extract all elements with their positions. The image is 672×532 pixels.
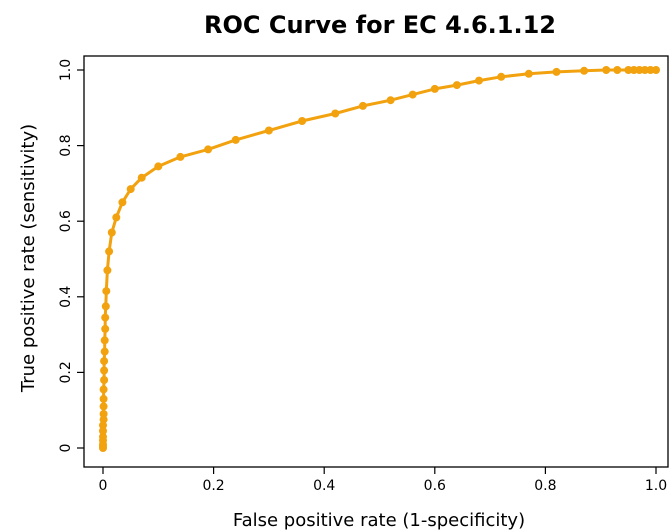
y-tick-label: 1.0 xyxy=(58,59,74,81)
x-tick-label: 0.8 xyxy=(534,478,556,494)
roc-point xyxy=(101,324,110,333)
roc-point xyxy=(99,410,108,418)
roc-point xyxy=(103,266,112,275)
roc-point xyxy=(100,366,109,375)
roc-point xyxy=(635,66,644,74)
roc-point xyxy=(154,162,163,171)
roc-point xyxy=(475,76,483,85)
roc-point xyxy=(629,66,638,74)
x-tick-label: 0 xyxy=(99,478,108,494)
roc-point xyxy=(112,213,121,222)
roc-point xyxy=(105,247,114,256)
roc-point xyxy=(99,427,107,435)
roc-line xyxy=(101,68,656,448)
y-tick-label: 0.6 xyxy=(58,210,74,232)
roc-point xyxy=(602,66,611,74)
roc-point xyxy=(552,67,561,76)
roc-point xyxy=(358,101,367,110)
roc-point xyxy=(497,72,506,81)
roc-point xyxy=(100,347,109,356)
roc-point xyxy=(452,81,461,90)
x-tick-label: 1.0 xyxy=(645,478,667,494)
roc-point xyxy=(264,126,273,135)
roc-point xyxy=(408,90,417,99)
roc-point xyxy=(624,66,633,74)
roc-point xyxy=(100,357,109,366)
x-tick-label: 0.6 xyxy=(424,478,446,494)
roc-point xyxy=(580,66,589,75)
x-axis-label: False positive rate (1-specificity) xyxy=(233,510,525,531)
x-tick-label: 0.2 xyxy=(202,478,224,494)
roc-point xyxy=(126,185,135,194)
roc-series xyxy=(99,66,660,452)
roc-point xyxy=(231,135,240,144)
y-tick-label: 0.8 xyxy=(58,134,74,156)
roc-point xyxy=(102,287,111,296)
roc-point xyxy=(204,145,213,154)
roc-point xyxy=(99,402,108,411)
roc-point xyxy=(99,432,107,441)
roc-point xyxy=(640,66,649,74)
roc-point xyxy=(298,117,307,125)
y-tick-label: 0.2 xyxy=(58,361,74,383)
roc-point xyxy=(99,385,108,394)
roc-point xyxy=(613,66,622,74)
roc-point xyxy=(646,66,655,74)
roc-point xyxy=(137,173,146,182)
roc-point xyxy=(107,228,116,237)
y-axis: 0 0.2 0.4 0.6 0.8 1.0 xyxy=(58,59,84,453)
roc-point xyxy=(100,376,109,384)
roc-point xyxy=(99,394,108,403)
plot-frame xyxy=(83,55,669,468)
roc-point xyxy=(101,313,110,322)
roc-point xyxy=(386,96,395,105)
x-tick-label: 0.4 xyxy=(313,478,335,494)
y-tick-label: 0 xyxy=(58,444,74,453)
roc-point xyxy=(176,152,185,161)
roc-point xyxy=(652,66,660,74)
y-axis-label: True positive rate (sensitivity) xyxy=(18,124,39,393)
roc-point xyxy=(118,198,127,207)
roc-point xyxy=(430,84,439,93)
chart-title: ROC Curve for EC 4.6.1.12 xyxy=(204,11,556,39)
roc-point xyxy=(100,336,109,345)
roc-point xyxy=(331,109,340,118)
roc-point xyxy=(101,302,110,311)
y-tick-label: 0.4 xyxy=(58,286,74,308)
roc-point xyxy=(524,69,533,78)
roc-point xyxy=(99,415,108,424)
x-axis: 0 0.2 0.4 0.6 0.8 1.0 xyxy=(99,467,667,494)
